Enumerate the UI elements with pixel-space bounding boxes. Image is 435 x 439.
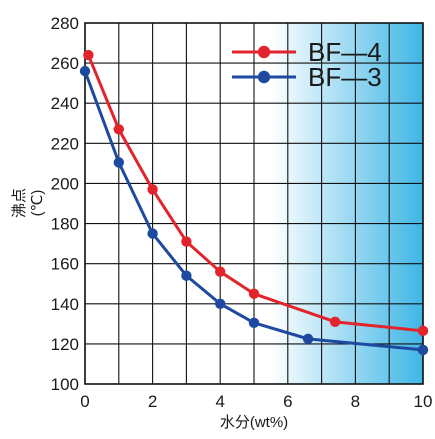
data-point xyxy=(181,270,192,281)
data-point xyxy=(79,65,91,77)
data-point xyxy=(83,49,94,61)
x-tick-label: 8 xyxy=(351,392,360,411)
y-tick-label: 220 xyxy=(51,134,79,153)
y-tick-label: 120 xyxy=(51,335,79,354)
data-point xyxy=(302,333,314,345)
series xyxy=(79,49,429,356)
y-tick-label: 160 xyxy=(51,255,79,274)
data-point xyxy=(248,288,260,299)
data-point xyxy=(113,124,125,135)
data-point xyxy=(147,184,158,195)
y-axis-title: 沸点 (℃) xyxy=(11,188,46,218)
series-1 xyxy=(83,49,429,337)
data-point xyxy=(215,298,226,309)
x-tick-label: 4 xyxy=(215,392,224,411)
y-tick-label: 100 xyxy=(51,375,79,394)
x-tick-label: 6 xyxy=(283,392,292,411)
plot-frame xyxy=(84,22,424,385)
legend-entry-1: BF—4 xyxy=(232,37,382,67)
x-tick-label: 2 xyxy=(148,392,157,411)
data-point xyxy=(417,325,429,337)
series-line xyxy=(83,70,424,352)
y-tick-label: 240 xyxy=(51,94,79,113)
x-tick-label: 0 xyxy=(80,392,89,411)
y-tick-label: 140 xyxy=(51,295,79,314)
y-axis-ticks: 100 120 140 160 180 200 220 240 260 280 xyxy=(51,14,79,394)
y-axis-title-line-2: (℃) xyxy=(29,190,46,217)
y-axis-title-line-1: 沸点 xyxy=(11,188,28,218)
y-tick-label: 200 xyxy=(51,174,79,193)
data-point xyxy=(147,228,158,239)
legend-marker xyxy=(257,45,271,59)
data-point xyxy=(113,157,125,168)
data-point xyxy=(329,316,341,328)
y-tick-label: 260 xyxy=(51,54,79,73)
y-tick-label: 280 xyxy=(51,14,79,33)
legend-label: BF—4 xyxy=(308,37,382,67)
data-point xyxy=(417,344,429,356)
x-axis-title: 水分(wt%) xyxy=(220,414,288,431)
series-2 xyxy=(79,65,429,356)
series-line xyxy=(86,54,424,333)
legend-marker xyxy=(257,70,271,84)
data-point xyxy=(215,266,226,277)
legend: BF—4BF—3 xyxy=(232,37,382,92)
legend-entry-2: BF—3 xyxy=(232,62,382,92)
data-point xyxy=(248,317,260,329)
x-axis-ticks: 0 2 4 6 8 10 xyxy=(80,392,432,411)
x-tick-label: 10 xyxy=(414,392,433,411)
legend-label: BF—3 xyxy=(308,62,382,92)
y-tick-label: 180 xyxy=(51,215,79,234)
data-point xyxy=(181,236,192,247)
